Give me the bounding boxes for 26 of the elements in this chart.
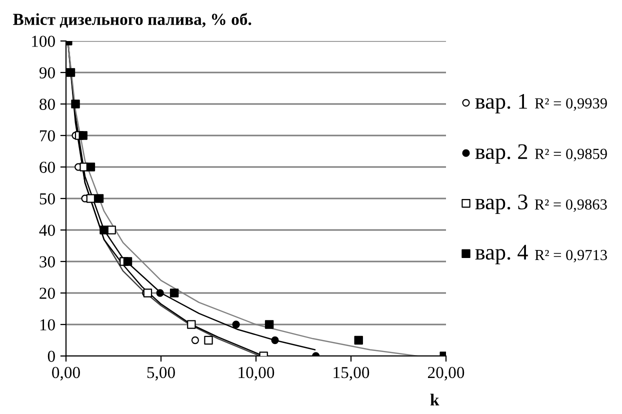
y-tick-label: 100 [32, 36, 55, 47]
y-tick-label: 80 [40, 98, 55, 110]
legend-label: вар. 4 [475, 244, 528, 264]
text: R² = 0,9939 [534, 98, 607, 111]
y-tick-label: 20 [40, 288, 55, 299]
y-tick-label: 50 [40, 193, 55, 204]
legend-label: вар. 3 [475, 194, 528, 214]
x-tick-label: 0,00 [52, 366, 80, 381]
y-tick-label: 10 [40, 319, 55, 330]
x-tick-label: 5,00 [147, 366, 175, 381]
text: R² = 0,9863 [534, 199, 607, 212]
text: R² = 0,9713 [534, 250, 607, 262]
y-tick-label: 90 [39, 67, 55, 78]
text: R² = 0,9859 [534, 148, 607, 162]
x-tick-label: 20,00 [428, 366, 464, 381]
legend-label: вар. 1 [475, 94, 527, 114]
y-axis-title: Вміст дизельного палива, % об. [13, 12, 252, 28]
legend-label: вар. 2 [475, 144, 528, 164]
x-axis-title: k [430, 394, 440, 406]
y-tick-label: 60 [40, 162, 55, 173]
y-tick-label: 40 [39, 224, 55, 236]
x-tick-label: 10,00 [238, 366, 274, 381]
y-tick-label: 70 [40, 130, 55, 142]
x-tick-label: 15,00 [334, 366, 370, 381]
y-tick-label: 0 [48, 350, 55, 362]
y-tick-label: 30 [40, 256, 55, 268]
